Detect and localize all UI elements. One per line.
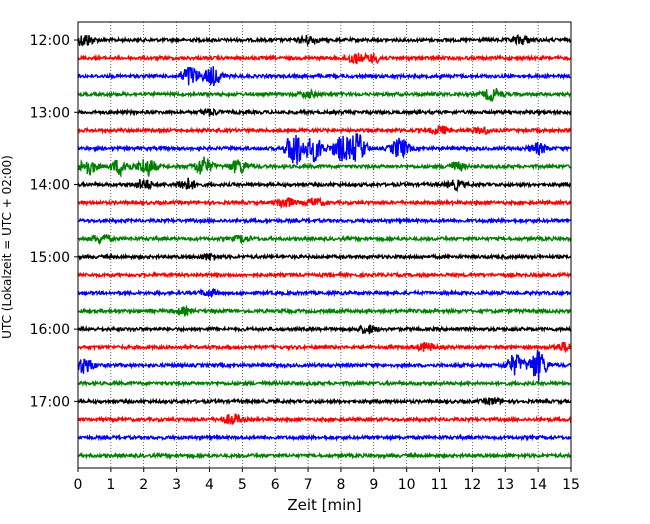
y-tick-label: 16:00 [30, 322, 70, 338]
trace-1600 [77, 324, 572, 335]
x-tick-label: 2 [139, 477, 148, 493]
trace-1645 [77, 379, 572, 388]
trace-1445 [77, 233, 572, 246]
x-tick-label: 3 [172, 477, 181, 493]
x-tick-label: 13 [496, 477, 514, 493]
y-tick-label: 15:00 [30, 250, 70, 266]
x-tick-label: 12 [463, 477, 481, 493]
trace-1515 [77, 270, 572, 280]
x-tick-label: 5 [238, 477, 247, 493]
y-tick-label: 14:00 [30, 178, 70, 194]
x-tick-label: 10 [398, 477, 416, 493]
y-tick-label: 17:00 [30, 394, 70, 410]
trace-1315 [77, 125, 572, 136]
y-tick-label: 13:00 [30, 105, 70, 121]
trace-1230 [77, 66, 572, 87]
trace-1630 [77, 349, 572, 382]
grid-layer [110, 22, 539, 468]
trace-1715 [77, 413, 572, 426]
trace-1200 [77, 33, 572, 47]
x-axis: 0 1 2 3 4 5 6 7 8 9 10 11 12 13 14 15 [74, 468, 580, 493]
x-tick-label: 7 [304, 477, 313, 493]
trace-1530 [77, 287, 572, 299]
x-tick-label: 9 [369, 477, 378, 493]
trace-1500 [77, 252, 572, 262]
x-axis-label: Zeit [min] [287, 496, 361, 514]
trace-1300 [77, 107, 572, 117]
traces-layer [77, 33, 572, 460]
trace-1430 [77, 216, 572, 225]
trace-1400 [77, 177, 572, 193]
trace-1730 [77, 433, 572, 442]
x-tick-label: 1 [106, 477, 115, 493]
plot-frame [77, 21, 572, 469]
y-tick-label: 12:00 [30, 33, 70, 49]
trace-1700 [77, 396, 572, 406]
x-tick-label: 8 [336, 477, 345, 493]
trace-1345 [77, 156, 572, 179]
y-axis-label: UTC (Lokalzeit = UTC + 02:00) [0, 155, 14, 339]
x-tick-label: 11 [431, 477, 449, 493]
trace-1245 [77, 87, 572, 102]
trace-1615 [77, 341, 572, 354]
x-tick-label: 4 [205, 477, 214, 493]
x-tick-label: 0 [74, 477, 83, 493]
y-axis: 12:00 13:00 14:00 15:00 16:00 17:00 [30, 33, 78, 410]
x-tick-label: 14 [529, 477, 547, 493]
trace-1330 [77, 133, 572, 165]
trace-1415 [77, 196, 572, 210]
x-tick-label: 6 [271, 477, 280, 493]
trace-1215 [77, 51, 572, 65]
trace-1745 [77, 451, 572, 460]
trace-1545 [77, 304, 572, 318]
x-tick-label: 15 [562, 477, 580, 493]
